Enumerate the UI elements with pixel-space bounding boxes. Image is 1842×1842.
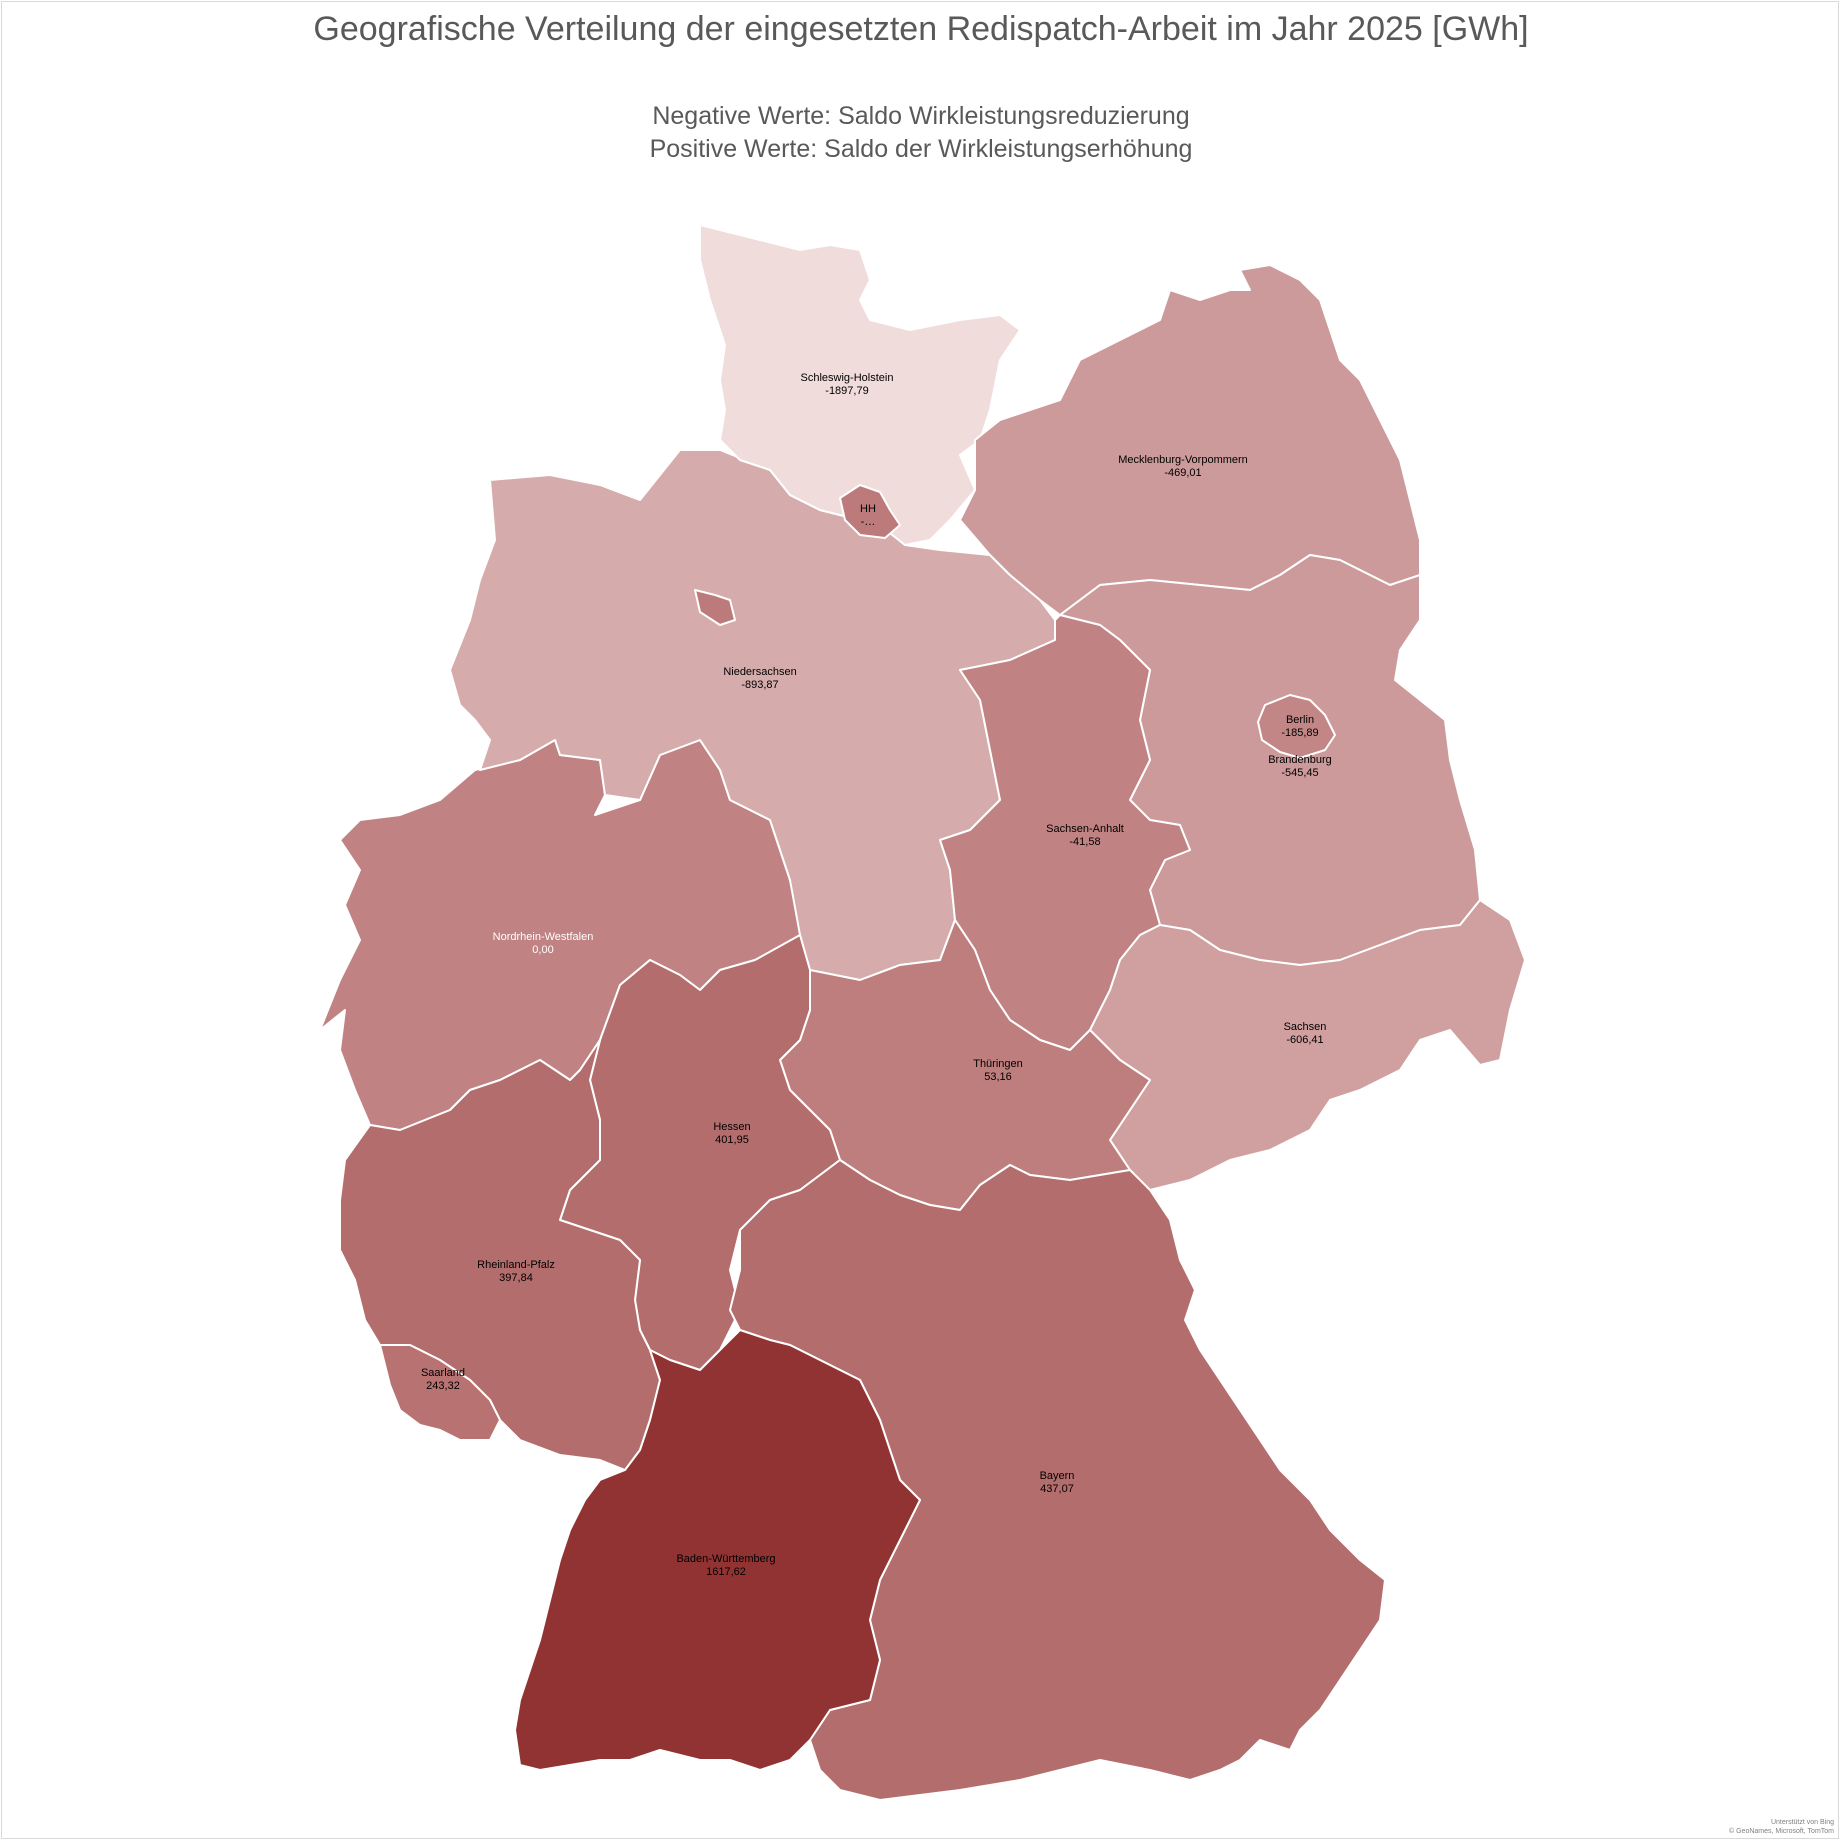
label-be-value: -185,89 [1281,727,1318,739]
subtitle-positive: Positive Werte: Saldo der Wirkleistungse… [649,135,1193,163]
label-sn-name: Sachsen [1284,1021,1327,1033]
label-mv-name: Mecklenburg-Vorpommern [1118,454,1248,466]
label-rp-name: Rheinland-Pfalz [477,1259,555,1271]
subtitle-negative: Negative Werte: Saldo Wirkleistungsreduz… [652,102,1190,130]
region-labels: Schleswig-Holstein -1897,79 HH -… Meckle… [421,372,1332,1578]
label-bw-value: 1617,62 [706,1566,746,1578]
label-bw-name: Baden-Württemberg [676,1553,775,1565]
label-nw-value: 0,00 [532,944,553,956]
label-st-value: -41,58 [1069,836,1100,848]
label-by-value: 437,07 [1040,1483,1074,1495]
label-by-name: Bayern [1040,1470,1075,1482]
label-st-name: Sachsen-Anhalt [1046,823,1124,835]
map-title: Geografische Verteilung der eingesetzten… [313,10,1529,48]
label-rp-value: 397,84 [499,1272,533,1284]
region-baden-wuerttemberg[interactable] [514,1329,921,1771]
label-th-value: 53,16 [984,1071,1012,1083]
map-subtitle: Negative Werte: Saldo Wirkleistungsreduz… [0,100,1842,166]
label-th-name: Thüringen [973,1058,1023,1070]
label-sh-value: -1897,79 [825,385,868,397]
label-sl-value: 243,32 [426,1380,460,1392]
label-bb-value: -545,45 [1281,767,1318,779]
map-attribution: Unterstützt von Bing © GeoNames, Microso… [1729,1818,1834,1836]
region-mecklenburg-vorpommern[interactable] [959,264,1421,616]
attribution-bing: Unterstützt von Bing [1770,1819,1834,1826]
label-nw-name: Nordrhein-Westfalen [493,931,594,943]
regions [319,224,1526,1801]
label-he-name: Hessen [713,1121,750,1133]
label-mv-value: -469,01 [1164,467,1201,479]
attribution-sources: © GeoNames, Microsoft, TomTom [1729,1828,1834,1835]
label-sn-value: -606,41 [1286,1034,1323,1046]
region-hamburg[interactable] [839,484,901,539]
region-saarland[interactable] [379,1344,501,1441]
region-bremen[interactable] [694,589,736,626]
label-be-name: Berlin [1286,714,1314,726]
label-sh-name: Schleswig-Holstein [801,372,894,384]
label-bb-name: Brandenburg [1268,754,1332,766]
label-hh-name: HH [860,503,876,515]
label-ni-name: Niedersachsen [723,666,796,678]
region-berlin[interactable] [1257,694,1336,759]
label-he-value: 401,95 [715,1134,749,1146]
label-ni-value: -893,87 [741,679,778,691]
label-hh-value: -… [861,516,876,528]
label-sl-name: Saarland [421,1367,465,1379]
